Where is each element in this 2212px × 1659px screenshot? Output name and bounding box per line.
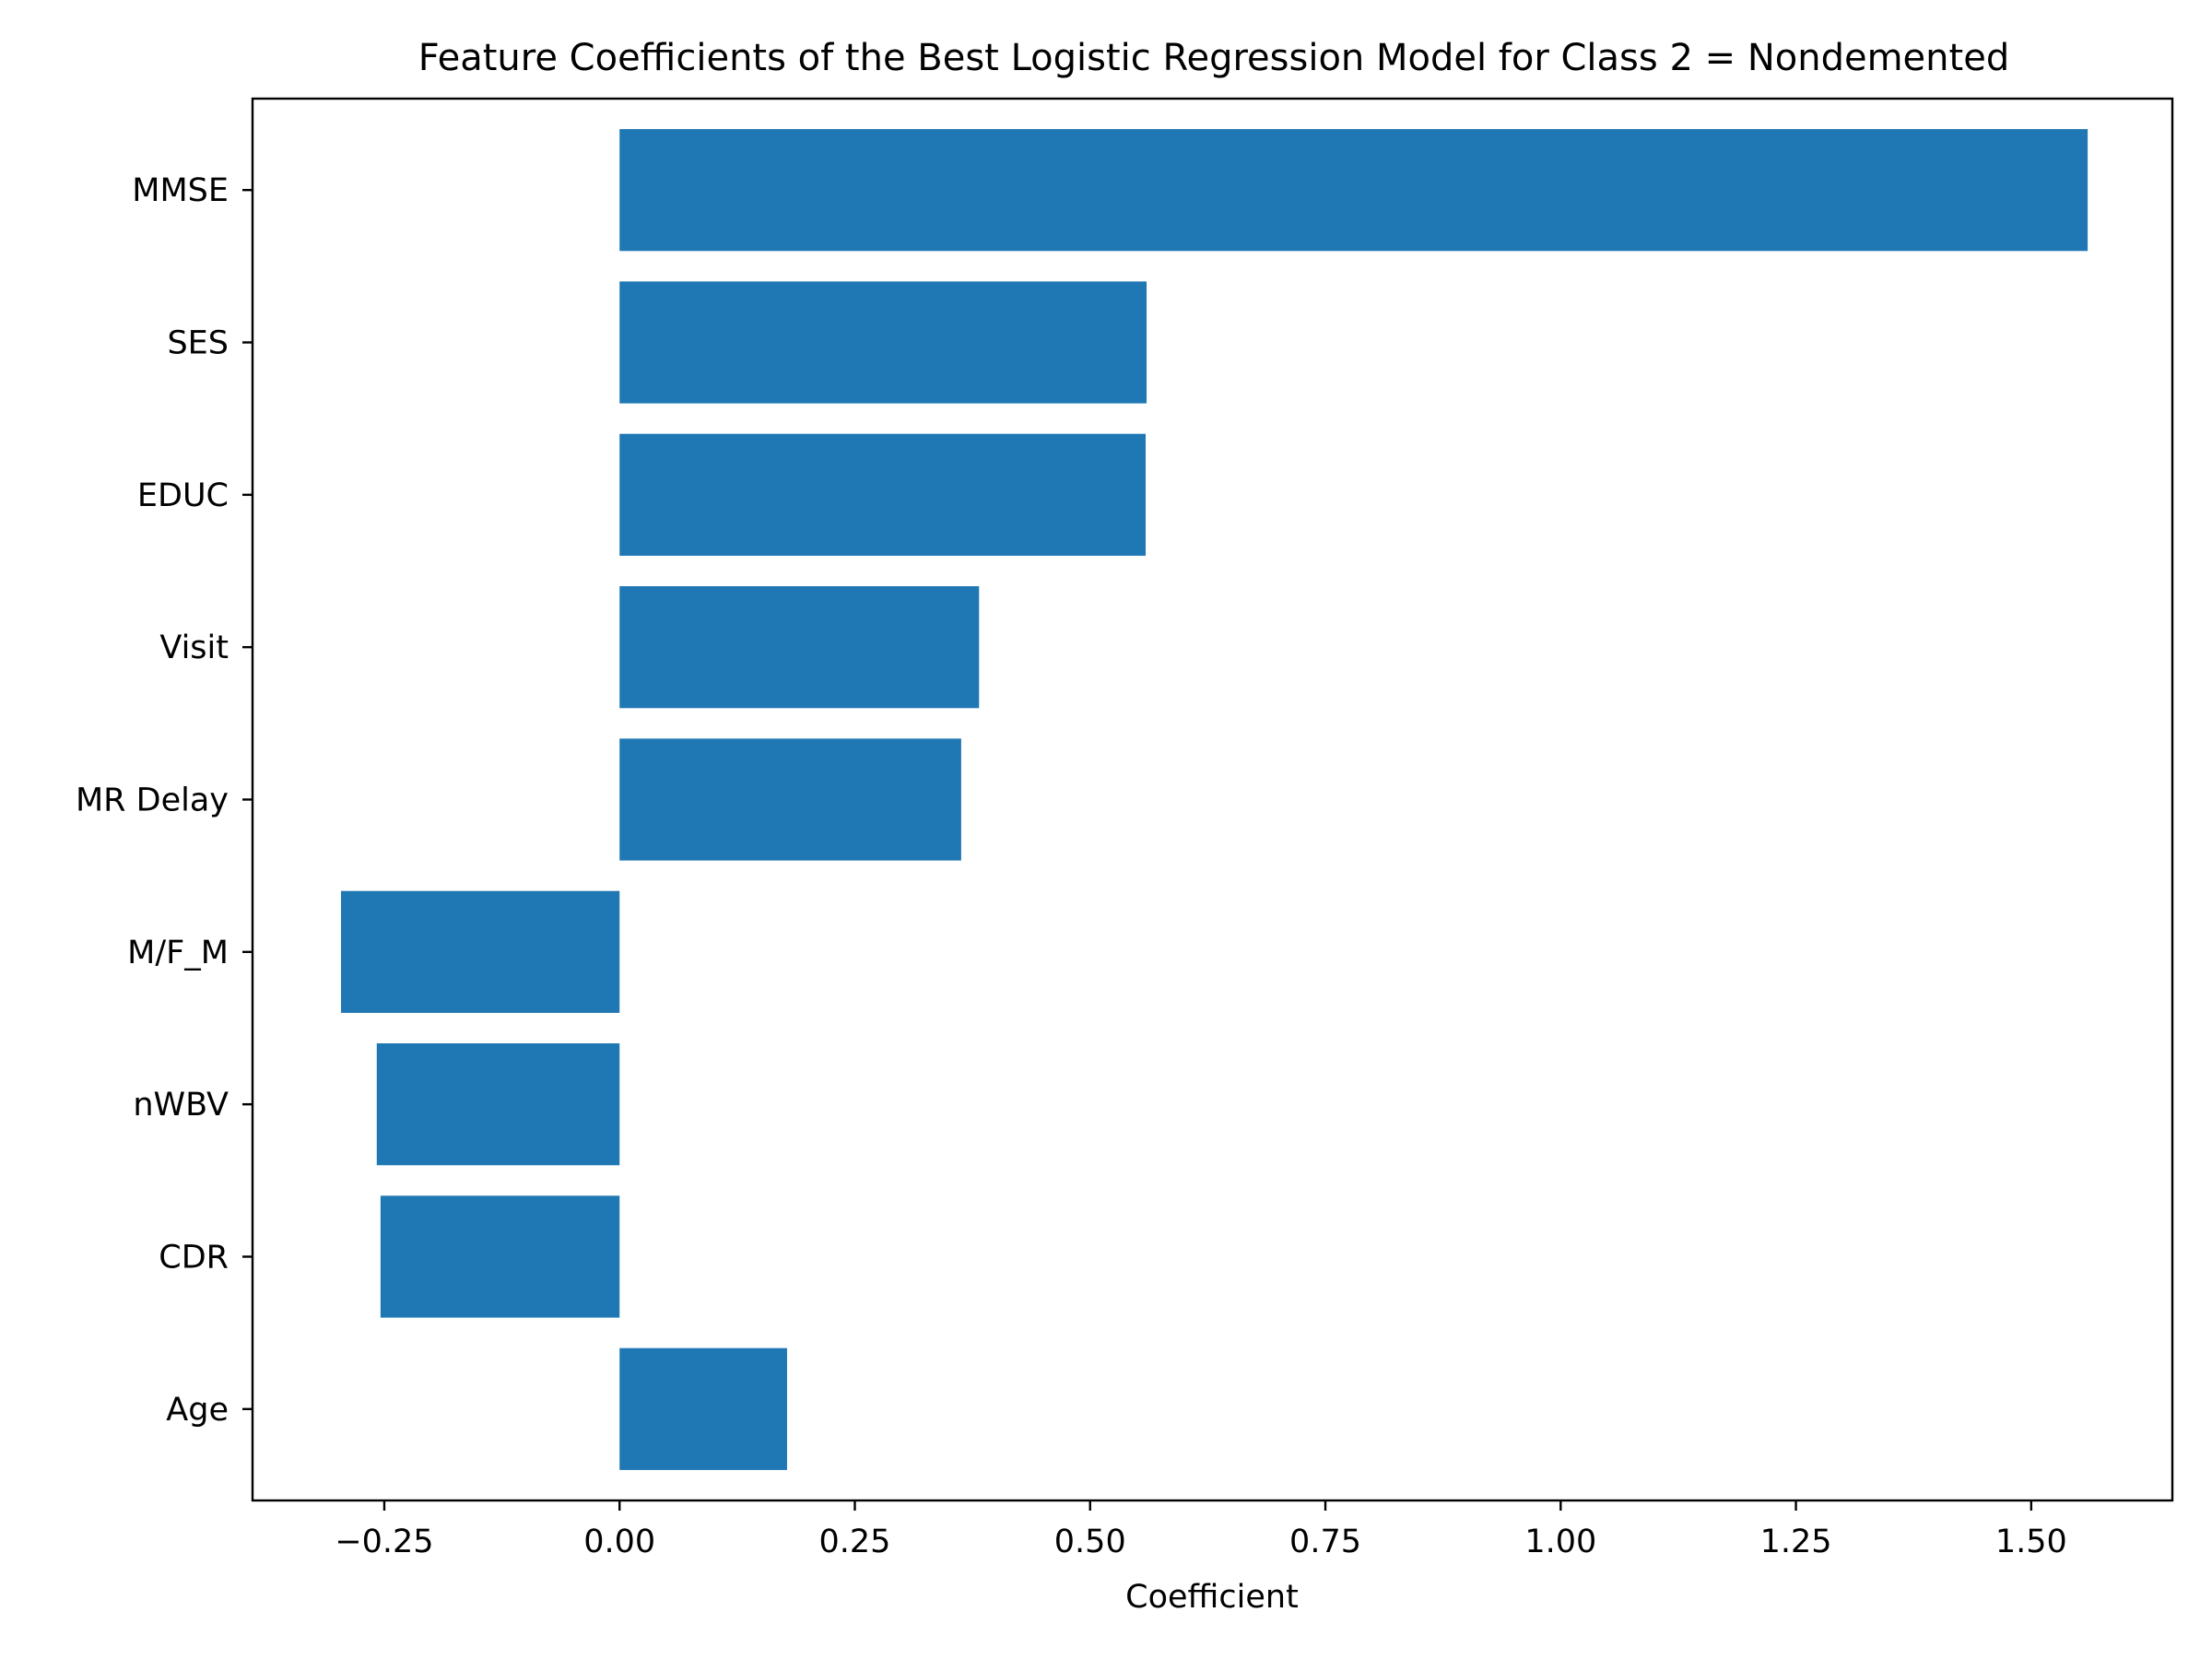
x-tick-label: 0.50: [1054, 1524, 1126, 1560]
bar-nwbv: [376, 1043, 620, 1166]
y-tick-label: MMSE: [132, 172, 229, 209]
bar-m-f-m: [340, 890, 620, 1013]
y-tick-label: nWBV: [133, 1087, 229, 1124]
bar-educ: [619, 433, 1147, 556]
y-tick-label: EDUC: [137, 477, 229, 514]
y-tick-label: Visit: [159, 629, 229, 666]
bar-visit: [619, 586, 980, 709]
x-tick-label: 0.75: [1289, 1524, 1361, 1560]
y-tick-label: SES: [167, 325, 229, 362]
x-axis-label: Coefficient: [1125, 1579, 1299, 1616]
x-axis: −0.25 0.00 0.25 0.50 0.75 1.00 1.25 1.50: [335, 1500, 2067, 1560]
x-tick-label: 1.00: [1524, 1524, 1596, 1560]
y-tick-label: MR Delay: [76, 782, 229, 819]
bars-group: [340, 129, 2088, 1470]
x-tick-label: 1.25: [1760, 1524, 1832, 1560]
bar-ses: [619, 281, 1147, 404]
x-tick-label: 0.00: [583, 1524, 655, 1560]
bar-age: [619, 1347, 787, 1470]
y-tick-label: CDR: [159, 1239, 229, 1276]
y-tick-label: M/F_M: [127, 935, 229, 971]
bar-cdr: [380, 1195, 620, 1318]
x-tick-label: 1.50: [1995, 1524, 2067, 1560]
chart-title: Feature Coefficients of the Best Logisti…: [418, 37, 2009, 79]
y-tick-label: Age: [166, 1392, 229, 1429]
x-tick-label: −0.25: [335, 1524, 433, 1560]
x-tick-label: 0.25: [819, 1524, 891, 1560]
bar-mr-delay: [619, 738, 961, 861]
bar-mmse: [619, 129, 2088, 252]
y-axis: MMSE SES EDUC Visit MR Delay M/F_M nWBV CDR Age: [76, 172, 253, 1429]
